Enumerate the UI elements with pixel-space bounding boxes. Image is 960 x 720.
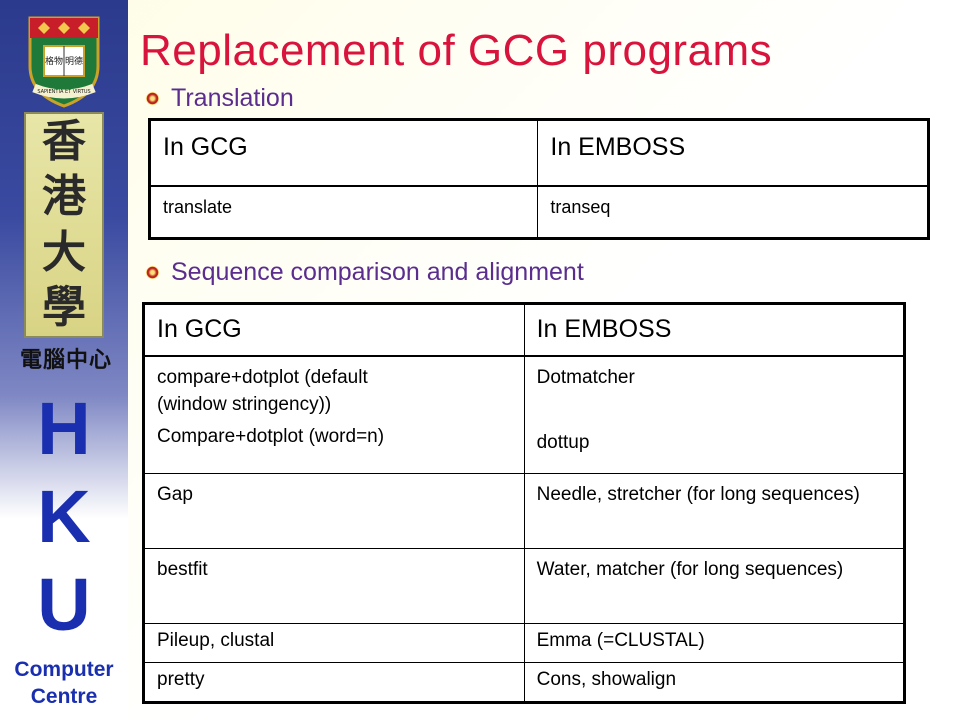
table-cell: pretty (143, 662, 525, 703)
cell-line: Compare+dotplot (word=n) (157, 426, 385, 448)
chinese-char: 學 (42, 282, 86, 334)
table-row: compare+dotplot (default (window stringe… (143, 355, 906, 474)
table-cell: Cons, showalign (523, 662, 906, 703)
cell-line: (window stringency)) (157, 393, 332, 415)
hku-letter-k: K (37, 475, 91, 558)
table-header-row: In GCG In EMBOSS (143, 303, 906, 357)
table-header-cell: In EMBOSS (523, 303, 906, 357)
table-cell: Emma (=CLUSTAL) (523, 623, 906, 663)
cell-line: Dotmatcher (536, 367, 635, 388)
table-header-row: In GCG In EMBOSS (148, 119, 929, 187)
hku-letter-h: H (37, 387, 91, 470)
chinese-char: 港 (42, 171, 86, 223)
section-heading-sequence: Sequence comparison and alignment (146, 258, 584, 287)
chinese-char: 大 (42, 226, 86, 278)
alignment-table: In GCG In EMBOSS compare+dotplot (defaul… (142, 302, 906, 704)
centre-name-line1: Computer (14, 658, 114, 681)
university-crest-logo: 格物 明德 SAPIENTIA ET VIRTUS (24, 14, 104, 110)
svg-text:明德: 明德 (65, 55, 83, 67)
table-row: Pileup, clustal Emma (=CLUSTAL) (143, 623, 906, 663)
table-header-cell: In GCG (148, 119, 539, 187)
translation-table: In GCG In EMBOSS translate transeq (148, 118, 930, 240)
centre-name-line2: Centre (30, 685, 98, 709)
table-cell: Gap (143, 473, 525, 549)
cell-line: compare+dotplot (default (157, 367, 368, 388)
table-row: bestfit Water, matcher (for long sequenc… (143, 548, 906, 624)
table-cell: Pileup, clustal (143, 623, 525, 663)
section-heading: Sequence comparison and alignment (171, 258, 584, 286)
cell-line: dottup (536, 431, 590, 453)
svg-text:SAPIENTIA ET VIRTUS: SAPIENTIA ET VIRTUS (37, 89, 90, 95)
hku-letter-u: U (37, 563, 91, 646)
slide-title: Replacement of GCG programs (140, 26, 773, 75)
section-heading-translation: Translation (146, 84, 294, 113)
table-cell: translate (148, 185, 539, 239)
table-header-cell: In EMBOSS (537, 119, 929, 187)
sidebar: 格物 明德 SAPIENTIA ET VIRTUS 香 港 大 學 電腦中心 H… (0, 0, 128, 720)
table-row: Gap Needle, stretcher (for long sequence… (143, 473, 906, 549)
table-cell: transeq (537, 185, 929, 239)
table-cell: Dotmatcher dottup (523, 355, 906, 474)
table-header-cell: In GCG (143, 303, 525, 357)
computer-centre-chinese: 電腦中心 (19, 347, 112, 373)
table-cell: compare+dotplot (default (window stringe… (143, 355, 525, 474)
chinese-char: 香 (42, 115, 86, 167)
table-row: pretty Cons, showalign (143, 662, 906, 703)
table-cell: Water, matcher (for long sequences) (523, 548, 906, 624)
bullet-icon (146, 266, 159, 279)
bullet-icon (146, 92, 159, 105)
svg-text:格物: 格物 (45, 55, 63, 67)
table-cell: bestfit (143, 548, 525, 624)
chinese-university-name: 香 港 大 學 (24, 112, 104, 338)
computer-centre-label: Computer Centre (0, 656, 128, 711)
table-row: translate transeq (148, 185, 929, 239)
section-heading: Translation (171, 84, 294, 112)
table-cell: Needle, stretcher (for long sequences) (523, 473, 906, 549)
